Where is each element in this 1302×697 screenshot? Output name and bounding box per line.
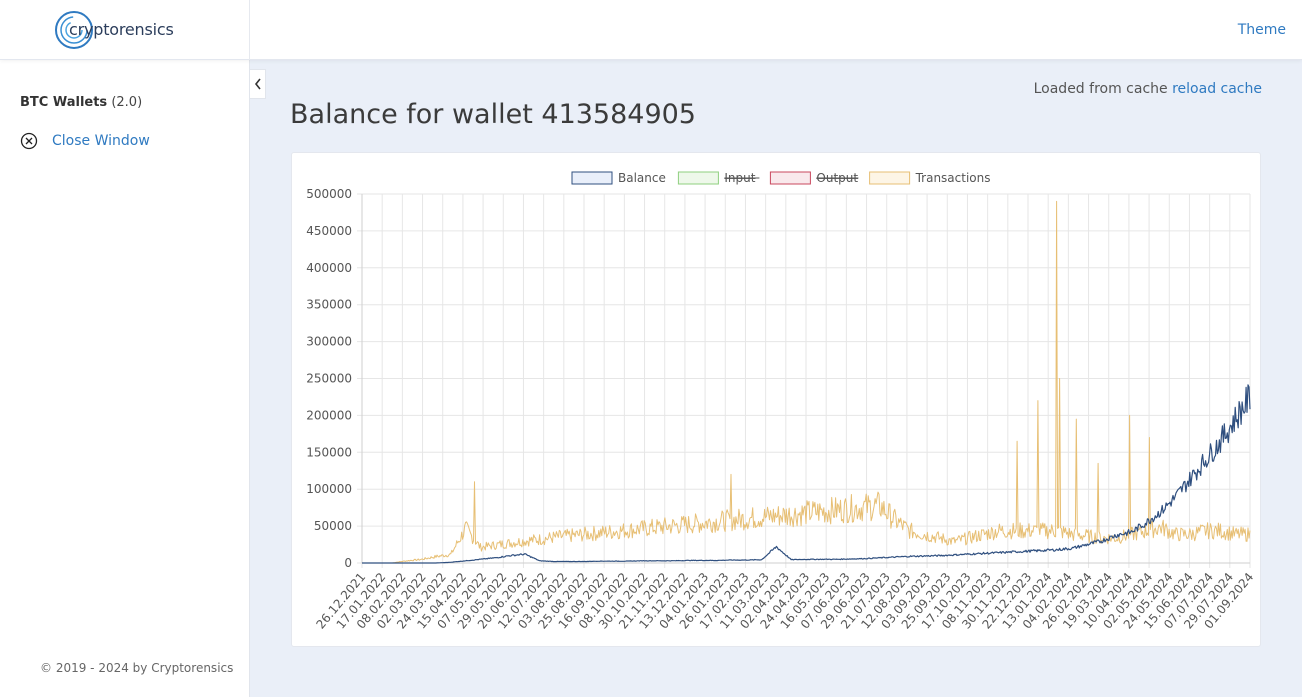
y-tick-label: 50000: [314, 519, 352, 533]
brand-logo[interactable]: cryptorensics: [54, 9, 174, 51]
legend-swatch-transactions[interactable]: [869, 171, 911, 185]
y-tick-label: 450000: [306, 224, 352, 238]
close-window-button[interactable]: Close Window: [20, 132, 150, 150]
balance-series-line: [362, 384, 1251, 564]
theme-button[interactable]: Theme: [1237, 22, 1286, 38]
chevron-left-icon: [254, 78, 261, 90]
y-tick-label: 200000: [306, 408, 352, 422]
y-tick-label: 500000: [306, 187, 352, 201]
reload-cache-link[interactable]: reload cache: [1172, 81, 1262, 97]
sidebar-section-title: BTC Wallets (2.0): [20, 95, 142, 110]
section-name: BTC Wallets: [20, 95, 108, 110]
top-bar: cryptorensics Theme: [0, 0, 1302, 60]
y-tick-label: 0: [344, 556, 352, 570]
section-version: (2.0): [111, 95, 143, 110]
brand-name: cryptorensics: [69, 20, 174, 39]
logo-icon: [55, 11, 93, 49]
page-title: Balance for wallet 413584905: [290, 99, 696, 130]
y-tick-label: 350000: [306, 298, 352, 312]
cache-status: Loaded from cache reload cache: [1034, 81, 1262, 97]
legend-swatch-output[interactable]: [769, 171, 811, 185]
logo-area: cryptorensics: [0, 0, 250, 60]
legend-label-balance[interactable]: Balance: [618, 171, 666, 185]
cache-status-text: Loaded from cache: [1033, 81, 1168, 97]
sidebar-collapse-button[interactable]: [250, 69, 266, 99]
y-tick-label: 250000: [306, 372, 352, 386]
y-tick-label: 100000: [306, 482, 352, 496]
legend-swatch-input[interactable]: [677, 171, 719, 185]
close-window-label: Close Window: [52, 133, 150, 149]
transactions-series-line: [362, 200, 1251, 564]
close-circle-icon: [20, 132, 38, 150]
legend-label-transactions[interactable]: Transactions: [915, 171, 991, 185]
y-tick-label: 400000: [306, 261, 352, 275]
y-tick-label: 150000: [306, 445, 352, 459]
footer-copyright: © 2019 - 2024 by Cryptorensics: [40, 661, 234, 675]
balance-chart: 0 50000 100000 150000 200000 250000 300000 3500…: [306, 171, 1256, 632]
y-tick-label: 300000: [306, 335, 352, 349]
chart-card: 0 50000 100000 150000 200000 250000 300000 3500…: [291, 152, 1261, 647]
legend-swatch-balance[interactable]: [571, 171, 613, 185]
sidebar: BTC Wallets (2.0) Close Window © 2019 - …: [0, 60, 250, 697]
